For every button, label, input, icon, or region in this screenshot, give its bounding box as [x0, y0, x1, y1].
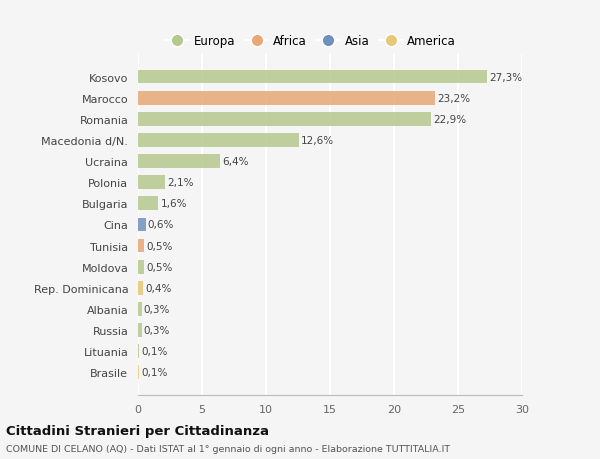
Bar [138, 197, 158, 211]
Bar [138, 366, 139, 379]
Text: 0,1%: 0,1% [141, 368, 167, 377]
Text: 0,4%: 0,4% [145, 283, 172, 293]
Text: COMUNE DI CELANO (AQ) - Dati ISTAT al 1° gennaio di ogni anno - Elaborazione TUT: COMUNE DI CELANO (AQ) - Dati ISTAT al 1°… [6, 444, 450, 453]
Bar [138, 218, 146, 232]
Bar [138, 260, 145, 274]
Bar [138, 71, 487, 84]
Text: 1,6%: 1,6% [160, 199, 187, 209]
Legend: Europa, Africa, Asia, America: Europa, Africa, Asia, America [161, 30, 461, 53]
Bar [138, 281, 143, 295]
Text: 0,3%: 0,3% [144, 325, 170, 335]
Bar [138, 134, 299, 147]
Bar [138, 302, 142, 316]
Text: 0,3%: 0,3% [144, 304, 170, 314]
Bar [138, 176, 165, 190]
Text: 2,1%: 2,1% [167, 178, 193, 188]
Text: 0,6%: 0,6% [148, 220, 174, 230]
Bar [138, 345, 139, 358]
Text: 22,9%: 22,9% [433, 115, 466, 124]
Text: 0,5%: 0,5% [146, 241, 173, 251]
Bar [138, 155, 220, 168]
Text: 27,3%: 27,3% [490, 73, 523, 82]
Bar [138, 112, 431, 126]
Text: Cittadini Stranieri per Cittadinanza: Cittadini Stranieri per Cittadinanza [6, 424, 269, 437]
Text: 0,5%: 0,5% [146, 262, 173, 272]
Text: 23,2%: 23,2% [437, 94, 470, 103]
Bar [138, 92, 435, 105]
Bar [138, 324, 142, 337]
Text: 12,6%: 12,6% [301, 135, 334, 146]
Text: 0,1%: 0,1% [141, 347, 167, 356]
Bar [138, 239, 145, 253]
Text: 6,4%: 6,4% [222, 157, 248, 167]
